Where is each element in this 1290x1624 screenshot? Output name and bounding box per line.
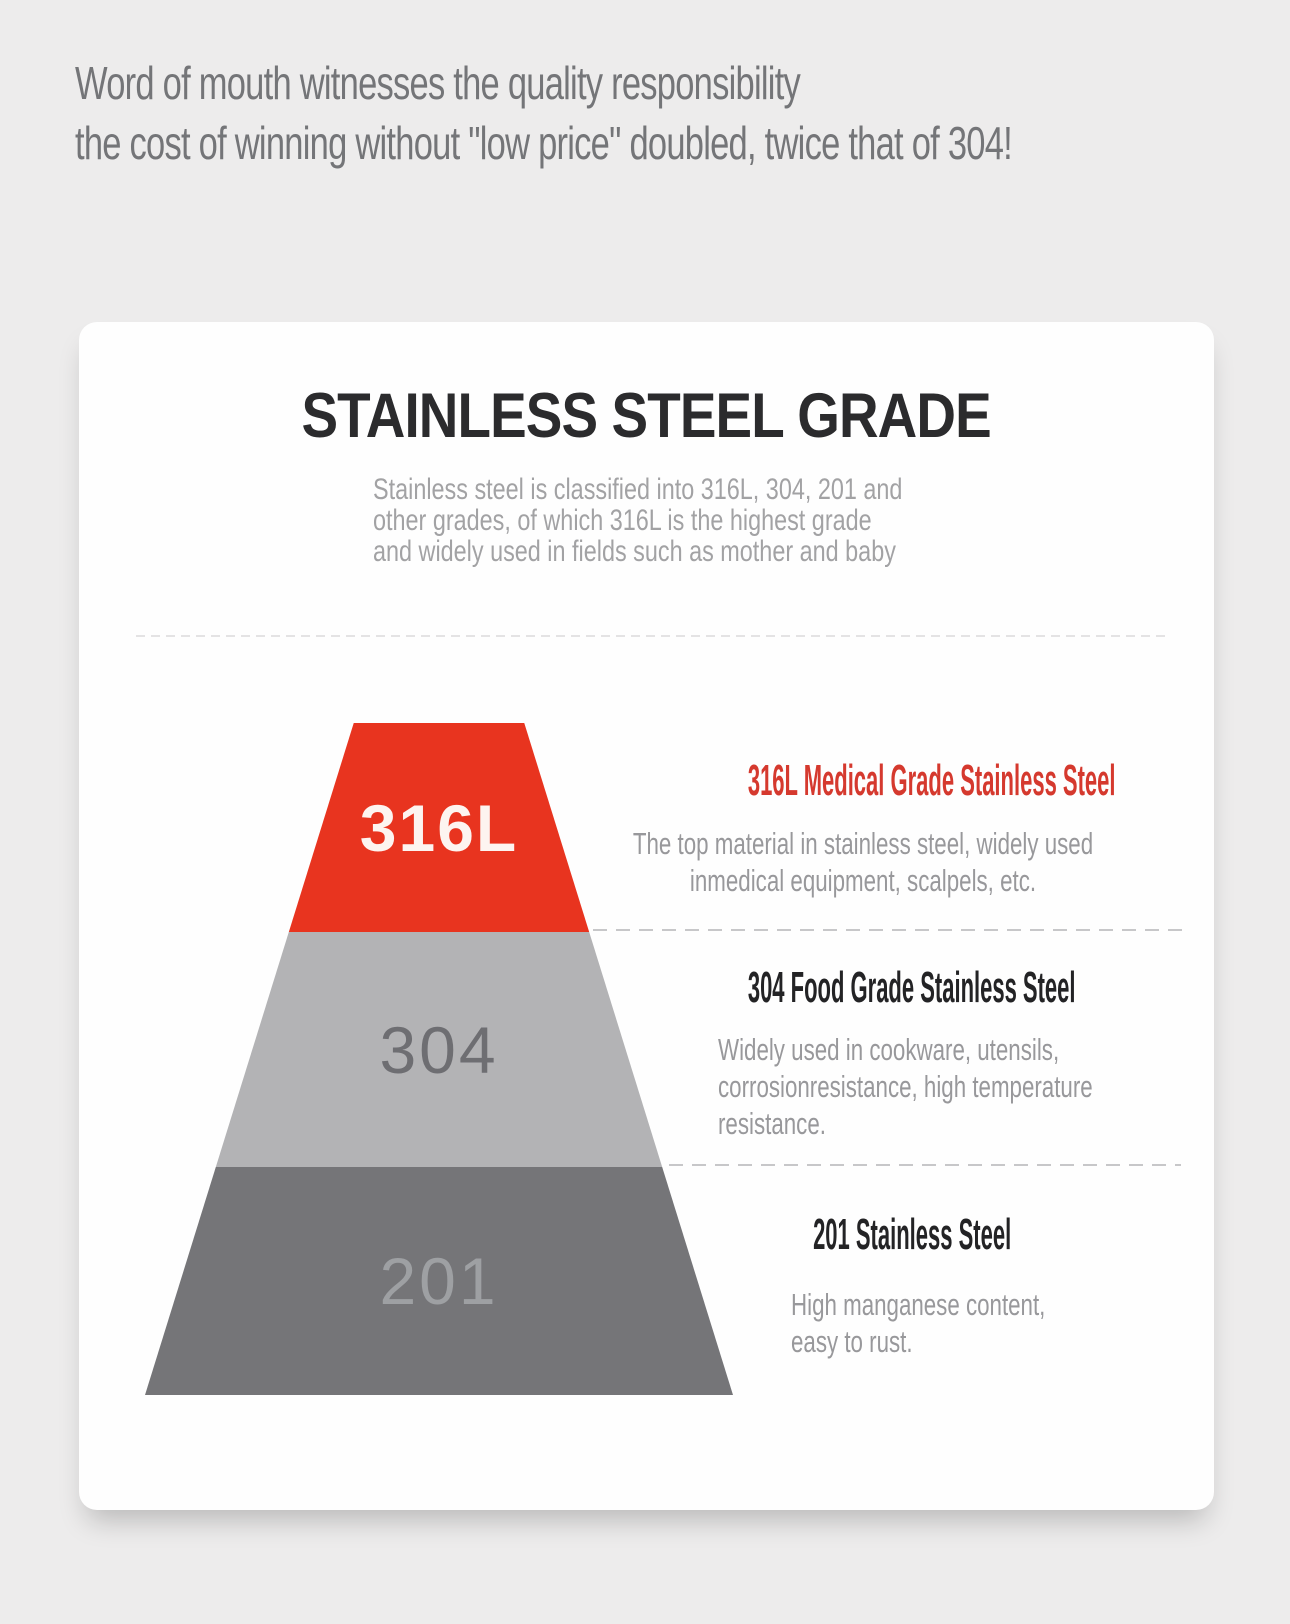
card-title: STAINLESS STEEL GRADE: [79, 380, 1214, 452]
subtitle-divider-line: [136, 635, 1171, 637]
header-tagline-text-2: the cost of winning without "low price" …: [75, 117, 1013, 169]
section-316l-body-line-1: The top material in stainless steel, wid…: [632, 826, 1094, 861]
section-304-heading-text: 304 Food Grade Stainless Steel: [748, 963, 1076, 1012]
section-316l-body: The top material in stainless steel, wid…: [575, 825, 1151, 899]
section-201-body: High manganese content, easy to rust.: [791, 1286, 1045, 1360]
section-304-body-line-1: Widely used in cookware, utensils,: [718, 1032, 1060, 1067]
section-316l-heading-text: 316L Medical Grade Stainless Steel: [748, 756, 1116, 805]
section-304-body: Widely used in cookware, utensils, corro…: [718, 1031, 1093, 1142]
section-304-body-line-3: resistance.: [718, 1106, 826, 1141]
section-201-body-line-2: easy to rust.: [791, 1324, 913, 1359]
pyramid-label-304: 304: [379, 1012, 499, 1087]
card-title-text: STAINLESS STEEL GRADE: [301, 381, 992, 451]
pyramid-label-316l: 316L: [359, 790, 519, 865]
header-tagline-line-1: Word of mouth witnesses the quality resp…: [75, 56, 1042, 110]
pyramid-label-201: 201: [379, 1244, 499, 1318]
card-subtitle: Stainless steel is classified into 316L,…: [373, 474, 902, 567]
section-201-body-line-1: High manganese content,: [791, 1287, 1046, 1322]
dashed-divider-316l-304: [593, 929, 1182, 931]
section-316l-heading: 316L Medical Grade Stainless Steel: [582, 755, 1282, 807]
section-304-heading: 304 Food Grade Stainless Steel: [562, 962, 1262, 1014]
grade-pyramid: 316L 304 201: [145, 723, 733, 1395]
stainless-grade-card: STAINLESS STEEL GRADE Stainless steel is…: [79, 322, 1214, 1510]
header-tagline-text-1: Word of mouth witnesses the quality resp…: [75, 57, 801, 109]
section-201-heading-text: 201 Stainless Steel: [812, 1210, 1012, 1259]
card-subtitle-line-2: other grades, of which 316L is the highe…: [373, 504, 872, 537]
dashed-divider-304-201: [669, 1164, 1181, 1166]
section-304-body-line-2: corrosionresistance, high temperature: [718, 1069, 1093, 1104]
header-tagline-line-2: the cost of winning without "low price" …: [75, 116, 1290, 170]
section-201-heading: 201 Stainless Steel: [562, 1209, 1262, 1261]
pyramid-band-201: 201: [145, 1167, 733, 1395]
card-subtitle-line-3: and widely used in fields such as mother…: [373, 535, 896, 568]
card-subtitle-line-1: Stainless steel is classified into 316L,…: [373, 473, 903, 506]
section-316l-body-line-2: inmedical equipment, scalpels, etc.: [689, 863, 1037, 898]
